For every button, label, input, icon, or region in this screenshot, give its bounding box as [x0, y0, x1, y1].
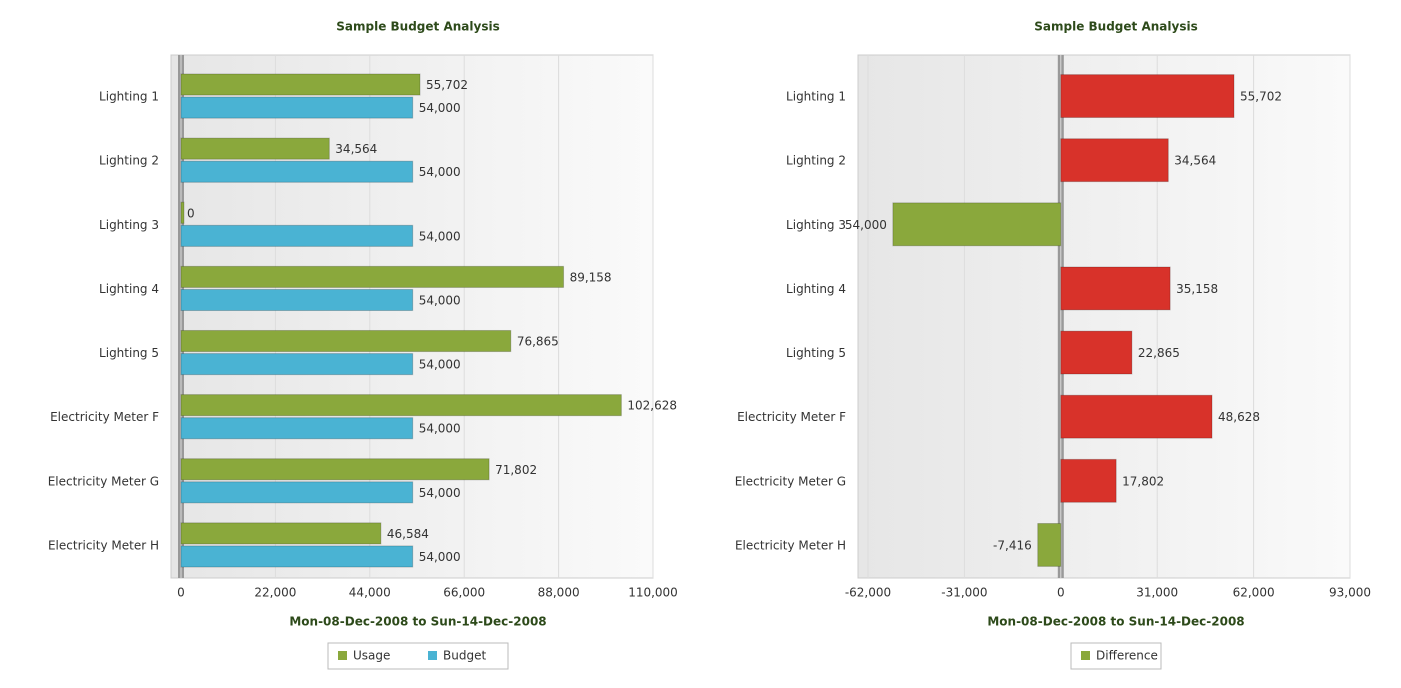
- x-tick-label: -31,000: [941, 586, 987, 600]
- x-tick-label: 22,000: [254, 586, 296, 600]
- category-label: Lighting 2: [99, 154, 159, 168]
- value-label: 54,000: [419, 165, 461, 179]
- bar: [180, 417, 414, 440]
- x-tick-label: 110,000: [628, 586, 678, 600]
- category-label: Lighting 4: [99, 282, 159, 296]
- x-tick-label: 66,000: [443, 586, 485, 600]
- x-tick-label: 44,000: [349, 586, 391, 600]
- legend-label: Usage: [353, 649, 390, 663]
- value-label: 55,702: [1240, 90, 1282, 104]
- legend-swatch: [338, 651, 347, 660]
- category-label: Lighting 4: [786, 282, 846, 296]
- value-label: 34,564: [1174, 154, 1216, 168]
- bar: [180, 265, 565, 288]
- category-label: Lighting 2: [786, 154, 846, 168]
- category-label: Lighting 3: [99, 218, 159, 232]
- value-label: 54,000: [419, 229, 461, 243]
- value-label: 54,000: [419, 550, 461, 564]
- value-label: 22,865: [1138, 346, 1180, 360]
- bar: [1060, 74, 1235, 119]
- category-label: Electricity Meter H: [735, 538, 846, 552]
- bar: [180, 73, 421, 96]
- category-label: Electricity Meter G: [735, 474, 846, 488]
- value-label: 54,000: [419, 358, 461, 372]
- value-label: 71,802: [495, 463, 537, 477]
- value-label: 54,000: [419, 486, 461, 500]
- value-label: 54,000: [845, 218, 887, 232]
- value-label: 54,000: [419, 293, 461, 307]
- legend-swatch: [428, 651, 437, 660]
- x-axis-label: Mon-08-Dec-2008 to Sun-14-Dec-2008: [289, 615, 546, 629]
- value-label: 102,628: [627, 399, 677, 413]
- bar: [180, 201, 185, 224]
- category-label: Electricity Meter G: [48, 474, 159, 488]
- value-label: 55,702: [426, 78, 468, 92]
- bar: [180, 329, 512, 353]
- bar: [180, 522, 382, 545]
- legend-label: Difference: [1096, 649, 1158, 663]
- value-label: 48,628: [1218, 410, 1260, 424]
- x-tick-label: 0: [1057, 586, 1065, 600]
- category-label: Lighting 5: [786, 346, 846, 360]
- bar: [180, 96, 414, 119]
- legend-box: [327, 642, 509, 670]
- chart-title: Sample Budget Analysis: [1034, 20, 1197, 34]
- x-axis-label: Mon-08-Dec-2008 to Sun-14-Dec-2008: [987, 615, 1244, 629]
- value-label: 89,158: [570, 270, 612, 284]
- bar: [180, 353, 414, 376]
- category-label: Electricity Meter F: [737, 410, 846, 424]
- legend-label: Budget: [443, 649, 486, 663]
- value-label: 17,802: [1122, 474, 1164, 488]
- x-tick-label: 31,000: [1136, 586, 1178, 600]
- bar: [180, 458, 490, 481]
- category-label: Lighting 3: [786, 218, 846, 232]
- bar: [1037, 522, 1062, 567]
- category-label: Electricity Meter H: [48, 538, 159, 552]
- x-tick-label: 0: [177, 586, 185, 600]
- bar: [1060, 458, 1117, 503]
- bar: [892, 202, 1062, 247]
- bar: [180, 545, 414, 568]
- category-label: Electricity Meter F: [50, 410, 159, 424]
- x-tick-label: 62,000: [1233, 586, 1275, 600]
- value-label: 34,564: [335, 142, 377, 156]
- category-label: Lighting 5: [99, 346, 159, 360]
- bar: [180, 137, 330, 160]
- value-label: 76,865: [517, 335, 559, 349]
- value-label: 46,584: [387, 527, 429, 541]
- bar: [180, 288, 414, 312]
- value-label: 0: [187, 206, 195, 220]
- bar: [180, 394, 622, 417]
- bar: [1060, 138, 1169, 183]
- value-label: 54,000: [419, 422, 461, 436]
- x-tick-label: -62,000: [845, 586, 891, 600]
- value-label: 54,000: [419, 101, 461, 115]
- bar: [1060, 394, 1213, 439]
- bar: [180, 224, 414, 247]
- bar: [180, 160, 414, 183]
- bar: [1060, 330, 1133, 375]
- legend-swatch: [1081, 651, 1090, 660]
- value-label: -7,416: [993, 538, 1032, 552]
- x-tick-label: 88,000: [538, 586, 580, 600]
- bar: [180, 481, 414, 504]
- x-tick-label: 93,000: [1329, 586, 1371, 600]
- category-label: Lighting 1: [786, 90, 846, 104]
- bar: [1060, 266, 1171, 311]
- chart-title: Sample Budget Analysis: [336, 20, 499, 34]
- category-label: Lighting 1: [99, 90, 159, 104]
- value-label: 35,158: [1176, 282, 1218, 296]
